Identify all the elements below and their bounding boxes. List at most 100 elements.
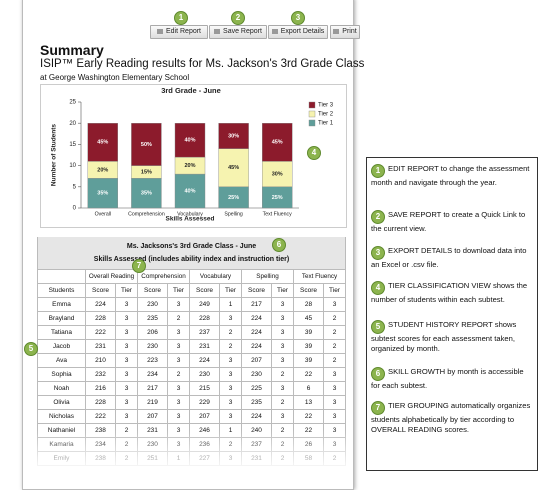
callout-text: to change the assessment month and navig… [371,164,530,187]
table-cell: 13 [293,395,324,410]
marker: 1 [174,11,188,25]
table-cell: 3 [115,325,138,340]
table-cell: 3 [323,409,346,424]
table-cell: 229 [189,395,220,410]
student-row: Tatiana 222 3 206 3 237 2 224 3 39 2 [37,325,346,340]
table-cell: 3 [167,409,190,424]
student-name: Jacob [37,339,86,354]
table-cell: 3 [271,297,294,312]
value-label: 40% [184,188,195,194]
y-tick-label: 10 [69,163,76,169]
value-label: 35% [97,191,108,197]
column-header: Tier [271,283,294,298]
table-cell: 2 [271,367,294,382]
table-cell: 3 [219,381,242,396]
value-label: 35% [141,191,152,197]
callout-lead: SKILL GROWTH [388,367,446,376]
export-details-button[interactable]: Export Details [268,25,328,39]
table-cell: 3 [167,381,190,396]
bar-segment [261,123,293,162]
table-cell: 232 [85,367,116,382]
callout-number: 6 [371,367,385,381]
column-header: Score [241,283,272,298]
table-cell: 215 [189,381,220,396]
student-name: Noah [37,381,86,396]
legend-label: Tier 1 [318,121,334,127]
title-row: Ms. Jacksons's 3rd Grade Class - June [37,237,346,253]
y-tick-label: 20 [69,121,76,127]
student-row: Noah 216 3 217 3 215 3 225 3 6 3 [37,381,346,396]
x-tick-label: Spelling [224,211,243,217]
table-cell: 22 [293,367,324,382]
table-cell: 224 [241,325,272,340]
legend-swatch [308,101,316,109]
table-cell: 3 [271,353,294,368]
callout-number: 2 [371,210,385,224]
x-tick-label: Text Fluency [263,211,293,217]
table-cell: 3 [219,395,242,410]
y-axis-label: Number of Students [51,124,58,186]
bar-segment [174,173,206,209]
callout-text: by month is accessible for each subtest. [371,367,524,390]
button-label: Save Report [223,28,262,35]
student-row: Sophia 232 3 234 2 230 3 230 2 22 3 [37,367,346,382]
group-header: Spelling [241,269,294,284]
table-title: Ms. Jacksons's 3rd Grade Class - June [37,237,346,253]
callout: 5 STUDENT HISTORY REPORT shows subtest sc… [371,320,531,354]
marker: 5 [24,342,38,356]
marker: 4 [307,146,321,160]
callout: 1 EDIT REPORT to change the assessment mo… [371,164,531,188]
table-cell: 3 [271,409,294,424]
chart-frame: 3rd Grade - June Number of Students Skil… [40,84,347,228]
table-cell: 217 [137,381,168,396]
table-cell: 3 [323,381,346,396]
table-cell: 3 [115,339,138,354]
table-cell: 249 [189,297,220,312]
callout-lead: SAVE REPORT [388,210,442,219]
table-cell: 224 [189,353,220,368]
group-header: Comprehension [137,269,190,284]
bar-segment [218,123,249,149]
column-header: Score [137,283,168,298]
student-name: Sophia [37,367,86,382]
group-header: Vocabulary [189,269,242,284]
table-cell: 3 [115,311,138,326]
group-header: Text Fluency [293,269,346,284]
table-cell: 3 [115,367,138,382]
value-label: 45% [228,165,239,171]
callout-number: 4 [371,281,385,295]
bar-segment [87,123,118,162]
table-cell: 207 [241,353,272,368]
table-cell: 3 [167,297,190,312]
table-cell: 3 [115,381,138,396]
student-row: Jacob 231 3 230 3 231 2 224 3 39 2 [37,339,346,354]
bar-segment [131,178,162,209]
button-label: Export Details [280,28,325,35]
table-cell: 228 [85,395,116,410]
save-report-button[interactable]: Save Report [209,25,267,39]
print-button[interactable]: Print [330,25,360,39]
table-cell: 210 [85,353,116,368]
callout-number: 5 [371,320,385,334]
table-cell: 222 [85,325,116,340]
table-cell: 3 [167,395,190,410]
bar-segment [131,123,162,166]
x-tick-label: Comprehension [128,211,165,217]
student-name: Nicholas [37,409,86,424]
table-cell: 3 [219,409,242,424]
report-subtitle: ISIP™ Early Reading results for Ms. Jack… [40,58,365,70]
student-name: Tatiana [37,325,86,340]
table-cell: 223 [137,353,168,368]
callout-lead: EXPORT DETAILS [388,246,453,255]
table-cell: 3 [115,297,138,312]
chart: 3rd Grade - June Number of Students Skil… [51,86,334,223]
y-tick-label: 5 [73,184,77,190]
table-cell: 207 [137,409,168,424]
column-header: Score [189,283,220,298]
edit-report-button[interactable]: Edit Report [150,25,208,39]
table-cell: 2 [323,325,346,340]
callout: 6 SKILL GROWTH by month is accessible for… [371,367,531,391]
table-cell: 3 [115,353,138,368]
table-cell: 224 [241,339,272,354]
table-cell: 231 [85,339,116,354]
